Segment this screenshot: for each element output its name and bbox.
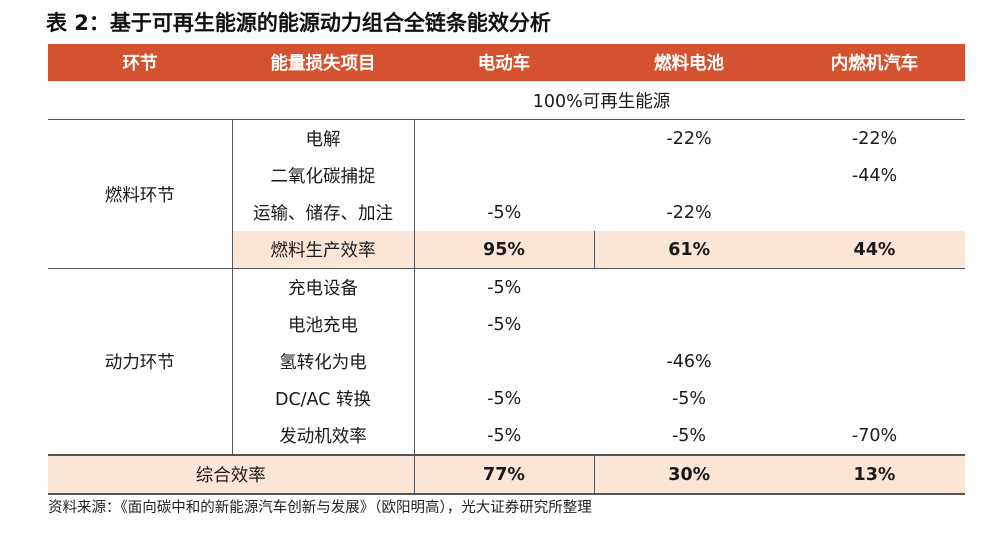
loss-item: 氢转化为电: [232, 343, 415, 380]
header-stage: 环节: [48, 44, 232, 81]
ev-value: [414, 157, 594, 194]
loss-item: DC/AC 转换: [232, 380, 415, 417]
ice-value: [784, 269, 965, 307]
fc-value: [594, 269, 784, 307]
fc-value: -5%: [671, 425, 707, 446]
header-row: 环节 能量损失项目 电动车 燃料电池 内燃机汽车: [48, 44, 965, 81]
ev-value: -5%: [487, 388, 522, 409]
loss-item: 电池充电: [232, 306, 415, 343]
baseline-row: 100%可再生能源: [48, 81, 965, 120]
fc-value: -22%: [666, 128, 712, 149]
ice-value: -70%: [851, 425, 898, 446]
ice-total: 13%: [784, 454, 965, 495]
table-row: 燃料环节 电解 -22% -22%: [48, 119, 965, 269]
ev-value: -5%: [487, 277, 522, 298]
ice-value: [784, 343, 965, 380]
table-row: 电池充电 -5%: [48, 306, 965, 343]
loss-item: 燃料生产效率: [232, 231, 415, 269]
efficiency-table: 环节 能量损失项目 电动车 燃料电池 内燃机汽车 100%可再生能源 燃料环节 …: [48, 44, 965, 495]
fc-value: -5%: [671, 388, 707, 409]
baseline-label: 100%可再生能源: [48, 81, 965, 120]
ice-efficiency: 44%: [784, 231, 965, 269]
ev-value: [414, 343, 594, 380]
stage-label-power: 动力环节: [48, 268, 233, 455]
ice-value: -22%: [851, 128, 898, 149]
table-row: 二氧化碳捕捉 -44%: [48, 157, 965, 194]
header-ev: 电动车: [414, 44, 594, 81]
fc-value: -46%: [666, 351, 712, 372]
ev-value: -5%: [487, 314, 522, 335]
table-row: 发动机效率 -5% -5% -70%: [48, 417, 965, 455]
ice-value: -44%: [851, 165, 898, 186]
ev-value: -5%: [487, 202, 522, 223]
fuel-efficiency-row: 燃料生产效率 95% 61% 44%: [48, 231, 965, 269]
fc-value: [594, 157, 784, 194]
ice-value: [784, 306, 965, 343]
total-label: 综合效率: [48, 454, 415, 495]
table-row: 氢转化为电 -46%: [48, 343, 965, 380]
header-ice: 内燃机汽车: [784, 44, 965, 81]
ice-value: [784, 194, 965, 231]
table-title: 表 2：基于可再生能源的能源动力组合全链条能效分析: [46, 11, 551, 35]
loss-item: 发动机效率: [232, 417, 415, 455]
loss-item: 充电设备: [232, 268, 415, 306]
table-row: 运输、储存、加注 -5% -22%: [48, 194, 965, 231]
total-efficiency-row: 综合效率 77% 30% 13%: [48, 454, 965, 495]
fc-efficiency: 61%: [594, 231, 784, 269]
ev-value: -5%: [487, 425, 522, 446]
ev-efficiency: 95%: [414, 231, 595, 269]
table-row: 动力环节 充电设备 -5%: [48, 268, 965, 455]
fc-value: [594, 306, 784, 343]
header-loss-item: 能量损失项目: [232, 44, 414, 81]
fc-value: -22%: [666, 202, 712, 223]
ev-total: 77%: [414, 454, 595, 495]
fc-total: 30%: [594, 454, 784, 495]
ice-value: [784, 380, 965, 417]
loss-item: 二氧化碳捕捉: [232, 157, 415, 194]
loss-item: 电解: [232, 119, 415, 157]
ev-value: [414, 120, 594, 158]
header-fuel-cell: 燃料电池: [594, 44, 784, 81]
source-note: 资料来源：《面向碳中和的新能源汽车创新与发展》（欧阳明高），光大证券研究所整理: [48, 500, 592, 516]
table-row: DC/AC 转换 -5% -5%: [48, 380, 965, 417]
loss-item: 运输、储存、加注: [232, 194, 415, 231]
stage-label-fuel: 燃料环节: [48, 119, 233, 269]
